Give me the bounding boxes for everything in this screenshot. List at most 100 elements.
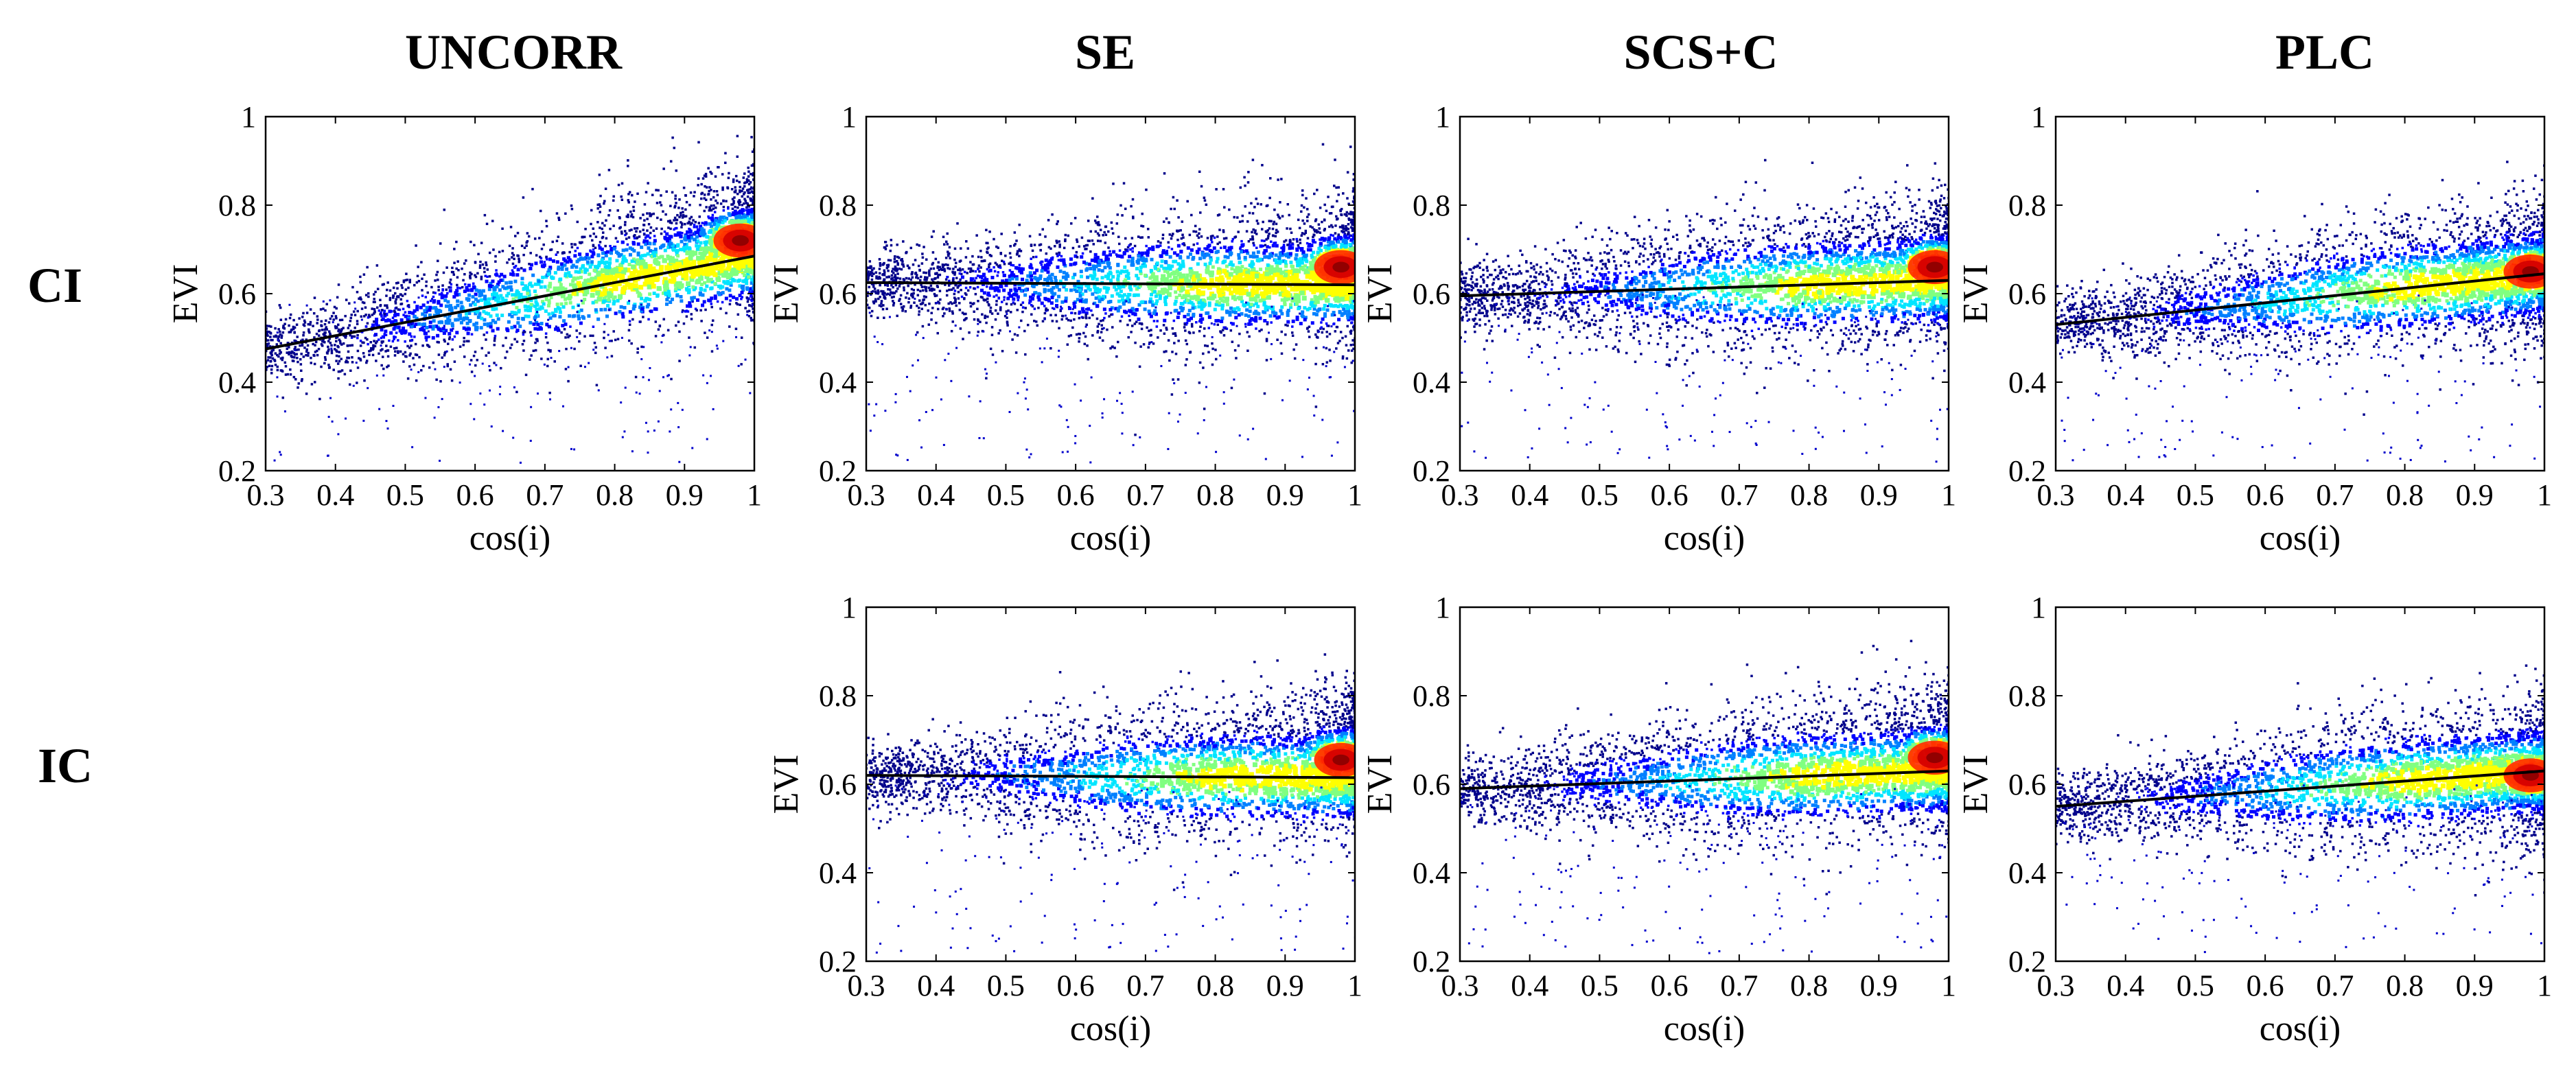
scatter-point bbox=[933, 294, 937, 298]
scatter-point bbox=[1215, 188, 1218, 191]
scatter-point bbox=[329, 397, 332, 399]
scatter-point bbox=[406, 318, 410, 322]
scatter-point bbox=[431, 336, 435, 340]
scatter-point bbox=[926, 276, 929, 279]
scatter-point bbox=[1320, 326, 1323, 329]
scatter-point bbox=[575, 259, 579, 263]
scatter-point bbox=[710, 172, 713, 175]
scatter-point bbox=[722, 209, 726, 212]
scatter-point bbox=[902, 305, 905, 308]
scatter-point bbox=[1110, 306, 1114, 310]
scatter-point bbox=[1211, 241, 1214, 244]
scatter-point bbox=[608, 340, 611, 342]
scatter-point bbox=[573, 277, 577, 281]
scatter-point bbox=[529, 331, 532, 334]
scatter-point bbox=[472, 322, 476, 327]
scatter-point bbox=[903, 286, 905, 289]
scatter-point bbox=[712, 222, 717, 226]
scatter-point bbox=[1102, 234, 1104, 237]
scatter-point bbox=[650, 213, 653, 216]
scatter-point bbox=[891, 270, 894, 273]
scatter-point bbox=[1069, 263, 1073, 267]
scatter-point bbox=[726, 279, 730, 283]
scatter-point bbox=[704, 172, 708, 176]
scatter-point bbox=[743, 185, 746, 188]
scatter-point bbox=[603, 224, 606, 227]
scatter-point bbox=[601, 256, 605, 260]
scatter-point bbox=[616, 281, 622, 287]
scatter-point bbox=[536, 322, 540, 327]
scatter-point bbox=[302, 311, 305, 315]
scatter-point bbox=[551, 259, 555, 263]
scatter-point bbox=[945, 290, 949, 292]
scatter-point bbox=[1076, 279, 1080, 283]
scatter-point bbox=[662, 258, 667, 263]
scatter-point bbox=[688, 204, 691, 207]
scatter-point bbox=[1265, 338, 1268, 341]
scatter-point bbox=[918, 279, 922, 282]
scatter-point bbox=[1006, 316, 1008, 319]
scatter-point bbox=[999, 329, 1001, 332]
scatter-point bbox=[453, 335, 456, 338]
scatter-point bbox=[601, 251, 605, 255]
scatter-point bbox=[1232, 288, 1238, 294]
scatter-point bbox=[638, 285, 644, 290]
scatter-point bbox=[559, 302, 564, 306]
scatter-point bbox=[1252, 242, 1255, 245]
scatter-point bbox=[342, 327, 345, 329]
scatter-point bbox=[596, 277, 602, 282]
scatter-point bbox=[1303, 222, 1306, 225]
scatter-point bbox=[266, 345, 269, 348]
scatter-point bbox=[627, 159, 629, 162]
scatter-point bbox=[712, 230, 717, 234]
scatter-point bbox=[316, 322, 318, 325]
scatter-point bbox=[428, 320, 432, 325]
scatter-point bbox=[660, 218, 662, 221]
scatter-point bbox=[698, 215, 701, 218]
scatter-point bbox=[1161, 277, 1166, 283]
scatter-point bbox=[435, 273, 438, 277]
scatter-point bbox=[741, 296, 743, 298]
scatter-point bbox=[272, 335, 276, 338]
scatter-point bbox=[1139, 272, 1143, 276]
scatter-point bbox=[502, 344, 504, 347]
scatter-point bbox=[741, 287, 745, 292]
scatter-point bbox=[413, 363, 416, 366]
scatter-point bbox=[938, 268, 940, 272]
scatter-point bbox=[312, 342, 314, 346]
scatter-point bbox=[1102, 319, 1104, 322]
scatter-point bbox=[539, 260, 543, 264]
scatter-point bbox=[705, 186, 708, 189]
scatter-point bbox=[273, 358, 276, 362]
scatter-point bbox=[587, 278, 592, 283]
scatter-point bbox=[436, 333, 440, 338]
scatter-point bbox=[953, 296, 956, 299]
scatter-point bbox=[696, 255, 701, 261]
scatter-point bbox=[644, 242, 648, 246]
scatter-point bbox=[386, 281, 389, 284]
scatter-point bbox=[465, 259, 467, 262]
scatter-point bbox=[373, 340, 375, 342]
scatter-point bbox=[556, 327, 560, 331]
scatter-point bbox=[1181, 220, 1184, 223]
scatter-point bbox=[603, 290, 608, 296]
scatter-point bbox=[522, 268, 526, 272]
scatter-point bbox=[266, 339, 268, 342]
scatter-point bbox=[404, 340, 406, 343]
scatter-point bbox=[1331, 241, 1335, 245]
scatter-point bbox=[401, 294, 404, 297]
scatter-point bbox=[604, 294, 608, 298]
scatter-point bbox=[292, 327, 295, 331]
scatter-point bbox=[700, 183, 703, 186]
scatter-point bbox=[629, 210, 632, 213]
scatter-point bbox=[902, 240, 905, 243]
scatter-point bbox=[402, 360, 405, 363]
scatter-point bbox=[878, 258, 881, 261]
scatter-point bbox=[456, 318, 460, 322]
scatter-point bbox=[955, 261, 958, 265]
scatter-point bbox=[718, 216, 722, 220]
scatter-point bbox=[737, 200, 740, 203]
scatter-point bbox=[1190, 248, 1194, 252]
scatter-point bbox=[663, 235, 667, 239]
scatter-point bbox=[736, 192, 739, 196]
